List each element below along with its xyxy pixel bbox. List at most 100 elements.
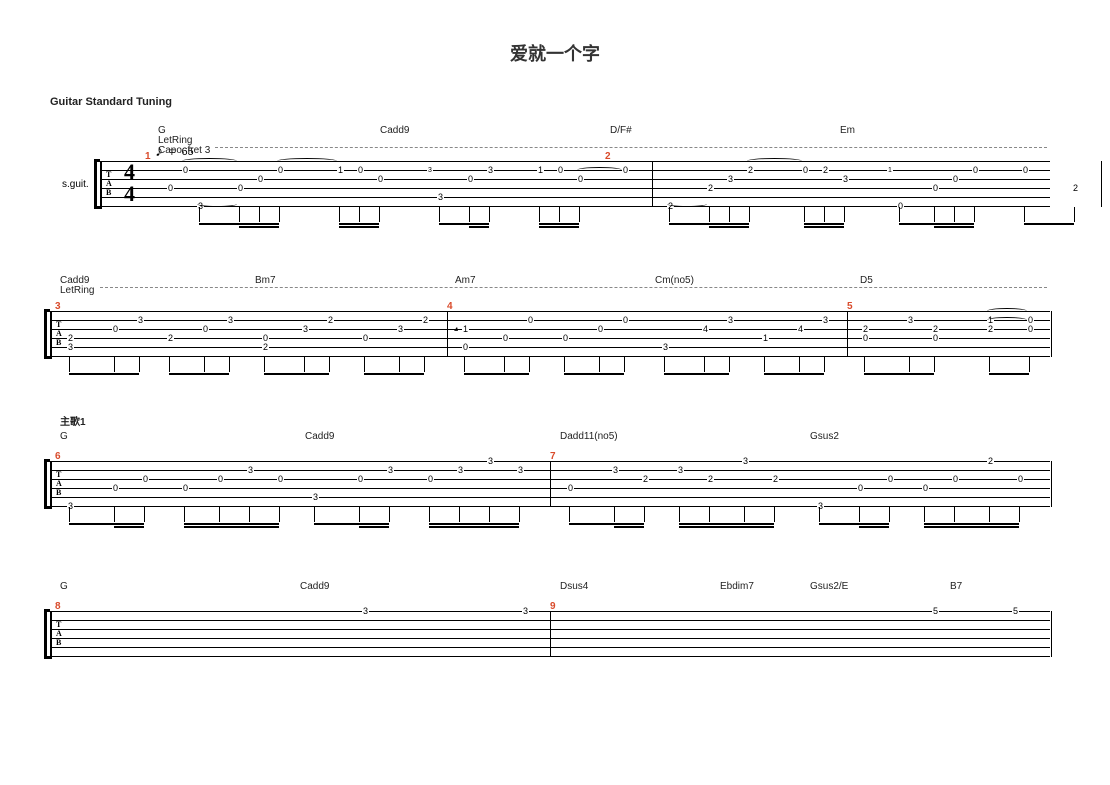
fret-number: 3	[457, 466, 464, 475]
beam	[804, 223, 844, 225]
chord-label: Cadd9	[380, 125, 409, 136]
beam	[679, 526, 774, 528]
beam	[924, 526, 1019, 528]
chord-label: Cm(no5)	[655, 275, 694, 286]
note-stem	[749, 207, 750, 222]
tab-clef: TAB	[56, 620, 62, 647]
note-stem	[889, 507, 890, 522]
beam	[764, 373, 824, 375]
note-stem	[569, 507, 570, 522]
instrument-label: s.guit.	[62, 179, 89, 190]
fret-number: 0	[467, 175, 474, 184]
note-stem	[824, 357, 825, 372]
fret-number: 3	[612, 466, 619, 475]
note-stem	[239, 207, 240, 222]
fret-number: 3	[517, 466, 524, 475]
fret-number: 3	[397, 325, 404, 334]
beam	[464, 373, 529, 375]
fret-number: 0	[972, 166, 979, 175]
tie	[987, 308, 1027, 314]
chord-label: Gsus2	[810, 431, 839, 442]
fret-number: 0	[257, 175, 264, 184]
note-stem	[249, 507, 250, 522]
fret-number: 3	[662, 343, 669, 352]
note-stem	[114, 507, 115, 522]
note-stem	[1029, 357, 1030, 372]
fret-number: 0	[377, 175, 384, 184]
beam	[199, 223, 279, 225]
barline	[447, 311, 448, 357]
note-stem	[624, 357, 625, 372]
chord-label: B7	[950, 581, 962, 592]
fret-number: 0	[217, 475, 224, 484]
note-stem	[69, 357, 70, 372]
note-stem	[329, 357, 330, 372]
time-signature: 44	[124, 161, 135, 205]
note-stem	[924, 507, 925, 522]
tie	[747, 158, 802, 164]
staff-line	[52, 506, 1050, 507]
fret-number: 3	[247, 466, 254, 475]
staff-line	[102, 179, 1050, 180]
staff-line	[52, 656, 1050, 657]
barline	[1051, 611, 1052, 657]
note-stem	[184, 507, 185, 522]
beam	[429, 523, 519, 525]
system-bracket	[44, 309, 50, 359]
fret-number: 1	[762, 334, 769, 343]
note-stem	[279, 207, 280, 222]
tab-system: Cadd9LetRingBm7Am7Cm(no5)D5345TAB3203203…	[50, 311, 1060, 391]
fret-number: 2	[987, 457, 994, 466]
barline	[550, 461, 551, 507]
note-stem	[259, 207, 260, 222]
note-stem	[339, 207, 340, 222]
beam	[114, 526, 144, 528]
fret-number: 0	[922, 484, 929, 493]
beam	[664, 373, 729, 375]
note-stem	[504, 357, 505, 372]
note-stem	[219, 507, 220, 522]
tuning-label: Guitar Standard Tuning	[50, 96, 1060, 108]
fret-number: 3	[137, 316, 144, 325]
chord-label: Bm7	[255, 275, 276, 286]
note-stem	[364, 357, 365, 372]
note-stem	[899, 207, 900, 222]
beam	[469, 226, 489, 228]
fret-number: 0	[952, 175, 959, 184]
fret-number: 0	[527, 316, 534, 325]
fret-number: 0	[277, 166, 284, 175]
barline	[847, 311, 848, 357]
fret-number: 2	[772, 475, 779, 484]
fret-number: 0	[622, 316, 629, 325]
fret-number: 2	[822, 166, 829, 175]
fret-number: 2	[707, 184, 714, 193]
tab-system: 主歌1GCadd9Dadd11(no5)Gsus267TAB3000030303…	[50, 461, 1060, 541]
tie	[987, 317, 1027, 323]
note-stem	[314, 507, 315, 522]
staff-line	[52, 647, 1050, 648]
staff-line	[52, 356, 1050, 357]
beam	[364, 373, 424, 375]
note-stem	[729, 207, 730, 222]
note-stem	[469, 207, 470, 222]
fret-number: 3	[742, 457, 749, 466]
note-stem	[774, 507, 775, 522]
fret-number: 3	[312, 493, 319, 502]
beam	[184, 526, 279, 528]
chord-label: Gsus2/E	[810, 581, 848, 592]
note-stem	[564, 357, 565, 372]
beam	[339, 223, 379, 225]
beam	[439, 223, 489, 225]
note-stem	[204, 357, 205, 372]
chord-label: G	[60, 431, 68, 442]
note-stem	[359, 207, 360, 222]
chord-label: Capo. fret 3	[158, 145, 210, 156]
beam	[804, 226, 844, 228]
note-stem	[439, 207, 440, 222]
staff-line	[52, 320, 1050, 321]
note-stem	[389, 507, 390, 522]
chord-label: Em	[840, 125, 855, 136]
fret-number: 0	[1027, 325, 1034, 334]
fret-number: 4	[797, 325, 804, 334]
fret-number: 3	[727, 175, 734, 184]
